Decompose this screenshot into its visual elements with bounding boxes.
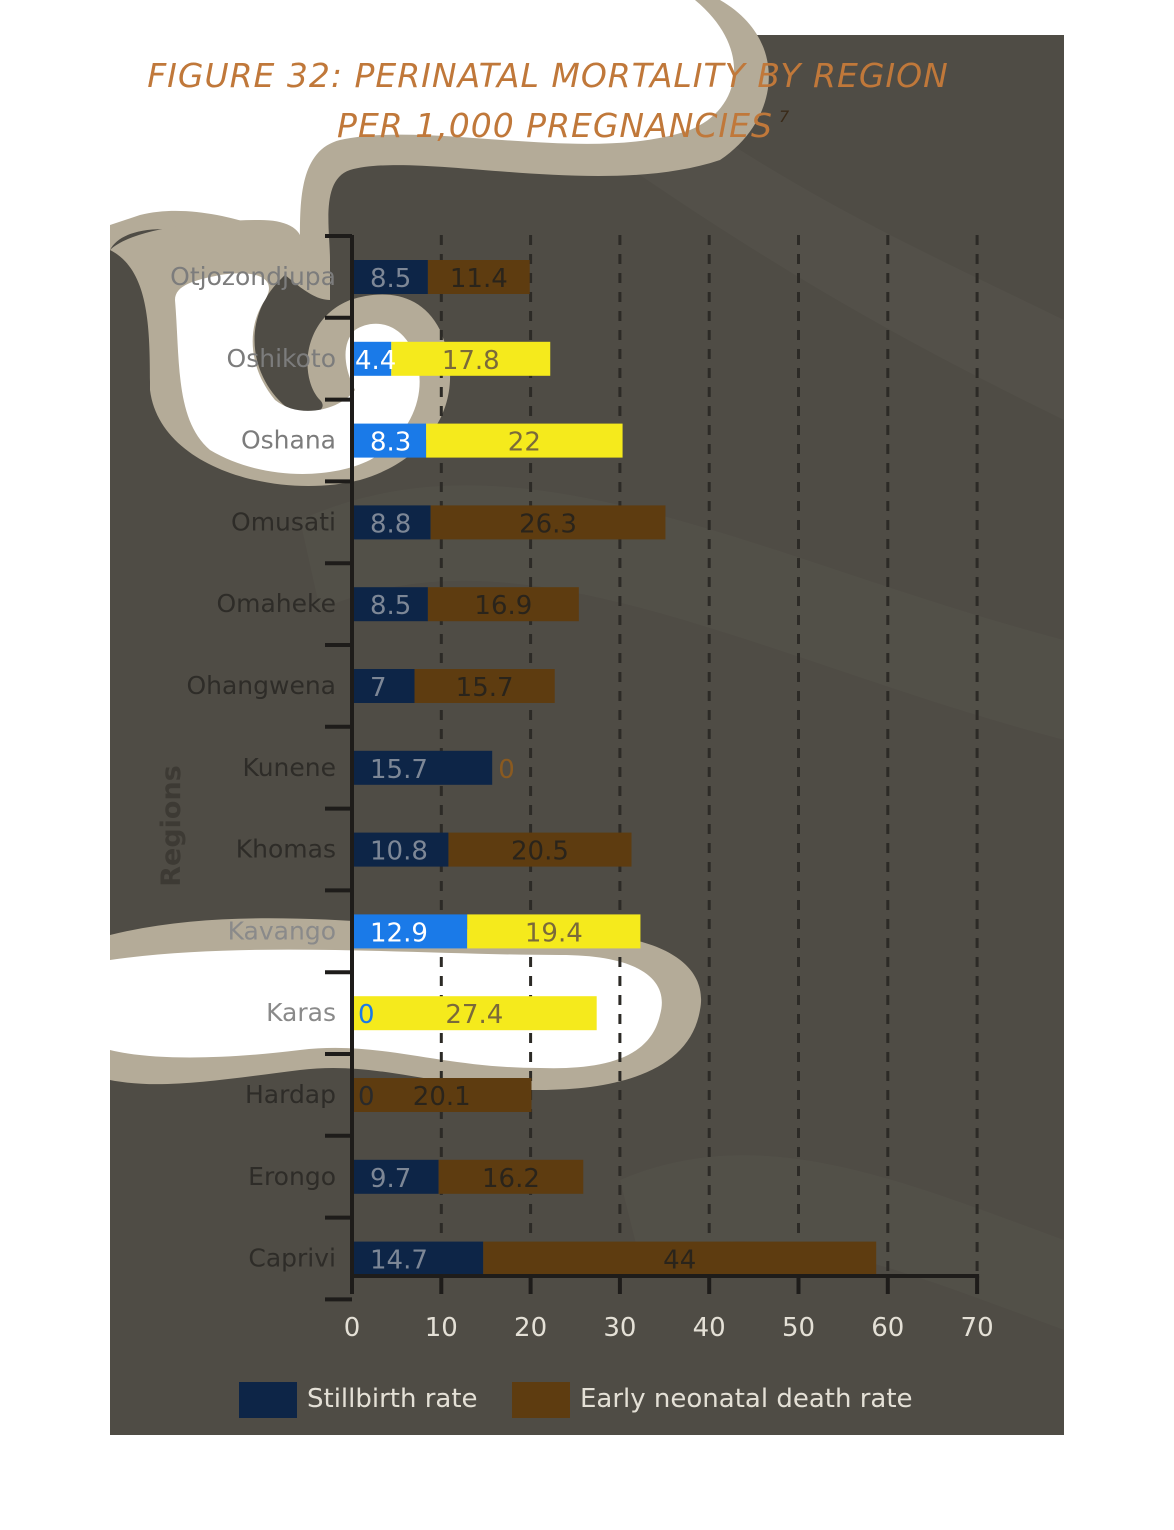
data-label-stillbirth: 9.7 — [370, 1164, 411, 1194]
x-tick-label: 10 — [425, 1313, 458, 1343]
legend: Stillbirth rate Early neonatal death rat… — [239, 1382, 913, 1418]
category-label: Khomas — [236, 835, 336, 864]
bar-stillbirth — [352, 1159, 439, 1194]
bar-stillbirth — [352, 423, 427, 458]
data-label-neonatal: 20.1 — [413, 1082, 471, 1112]
bar-neonatal — [352, 1078, 532, 1112]
x-tick-label: 50 — [782, 1313, 815, 1343]
category-label: Ohangwena — [186, 671, 336, 700]
category-label: Erongo — [248, 1162, 336, 1191]
data-label-stillbirth: 0 — [358, 1000, 375, 1030]
category-label: Hardap — [245, 1080, 336, 1109]
category-label: Karas — [266, 998, 336, 1027]
bar-stillbirth — [352, 1241, 484, 1276]
data-label-neonatal: 20.5 — [511, 837, 569, 867]
category-label: Oshana — [241, 426, 336, 455]
bar-stillbirth — [352, 914, 468, 949]
title-line-1: FIGURE 32: PERINATAL MORTALITY BY REGION — [147, 56, 949, 95]
category-label: Oshikoto — [227, 344, 336, 373]
data-label-neonatal: 44 — [663, 1246, 696, 1276]
bar-neonatal — [427, 260, 530, 294]
bar-neonatal — [352, 996, 597, 1031]
bar-stillbirth — [352, 669, 415, 703]
x-tick-label: 20 — [514, 1313, 547, 1343]
axes — [325, 234, 980, 1302]
plot-area: 8.5 11.4 4.4 17.8 8.3 22 8.8 26.3 8.5 16.9 7 15.7 15… — [156, 234, 994, 1343]
category-label: Kunene — [243, 753, 336, 782]
data-label-stillbirth: 4.4 — [355, 346, 396, 376]
legend-label-neonatal: Early neonatal death rate — [580, 1384, 913, 1414]
bar-neonatal — [414, 669, 555, 703]
bar-neonatal — [391, 341, 551, 376]
bar-neonatal — [438, 1159, 584, 1194]
x-tick-label: 40 — [693, 1313, 726, 1343]
data-label-stillbirth: 0 — [358, 1082, 375, 1112]
category-labels: Otjozondjupa Oshikoto Oshana Omusati Omaheke… — [170, 262, 336, 1273]
bar-neonatal — [426, 423, 623, 458]
data-label-stillbirth: 8.8 — [370, 509, 411, 539]
bar-stillbirth — [352, 260, 428, 294]
data-label-neonatal: 26.3 — [519, 509, 577, 539]
category-label: Omaheke — [216, 589, 336, 618]
bar-neonatal — [448, 832, 632, 867]
data-label-neonatal: 27.4 — [445, 1000, 503, 1030]
data-label-stillbirth: 15.7 — [370, 755, 428, 785]
bar-neonatal — [467, 914, 641, 949]
data-label-neonatal: 11.4 — [450, 264, 508, 294]
bar-neonatal — [427, 587, 579, 622]
data-label-stillbirth: 10.8 — [370, 837, 428, 867]
x-tick-label: 0 — [344, 1313, 361, 1343]
category-label: Kavango — [228, 916, 336, 945]
title-footnote: 7 — [779, 107, 790, 126]
legend-swatch-neonatal — [512, 1382, 570, 1418]
x-tick-label: 60 — [871, 1313, 904, 1343]
data-label-stillbirth: 7 — [370, 673, 387, 703]
data-label-stillbirth: 8.5 — [370, 264, 411, 294]
bar-neonatal — [483, 1241, 877, 1276]
bar-stillbirth — [352, 505, 431, 540]
data-label-neonatal: 0 — [498, 755, 515, 785]
data-label-neonatal: 16.9 — [474, 591, 532, 621]
chart-title: FIGURE 32: PERINATAL MORTALITY BY REGION… — [147, 56, 949, 145]
x-tick-label: 30 — [603, 1313, 636, 1343]
category-label: Omusati — [231, 507, 336, 536]
data-label-stillbirth: 14.7 — [370, 1246, 428, 1276]
y-axis-title: Regions — [156, 765, 187, 887]
category-label: Caprivi — [248, 1244, 336, 1273]
bar-stillbirth — [352, 750, 493, 785]
data-label-neonatal: 22 — [508, 428, 541, 458]
x-tick-label: 70 — [961, 1313, 994, 1343]
bar-neonatal — [430, 505, 666, 540]
data-label-neonatal: 16.2 — [482, 1164, 540, 1194]
category-label: Otjozondjupa — [170, 262, 336, 291]
legend-swatch-stillbirth — [239, 1382, 297, 1418]
bar-stillbirth — [352, 341, 392, 376]
x-tick-labels: 0 10 20 30 40 50 60 70 — [344, 1313, 994, 1343]
data-label-neonatal: 17.8 — [442, 346, 500, 376]
data-label-neonatal: 19.4 — [525, 918, 583, 948]
data-label-stillbirth: 8.5 — [370, 591, 411, 621]
title-line-2: PER 1,000 PREGNANCIES — [337, 106, 773, 145]
data-label-stillbirth: 12.9 — [370, 918, 428, 948]
bars — [352, 260, 877, 1276]
data-label-stillbirth: 8.3 — [370, 428, 411, 458]
bar-labels: 8.5 11.4 4.4 17.8 8.3 22 8.8 26.3 8.5 16.9 7 15.7 15… — [355, 264, 696, 1276]
bar-stillbirth — [352, 587, 428, 622]
figure-background — [110, 0, 1064, 1435]
legend-label-stillbirth: Stillbirth rate — [307, 1384, 478, 1414]
bar-stillbirth — [352, 832, 449, 867]
data-label-neonatal: 15.7 — [456, 673, 514, 703]
